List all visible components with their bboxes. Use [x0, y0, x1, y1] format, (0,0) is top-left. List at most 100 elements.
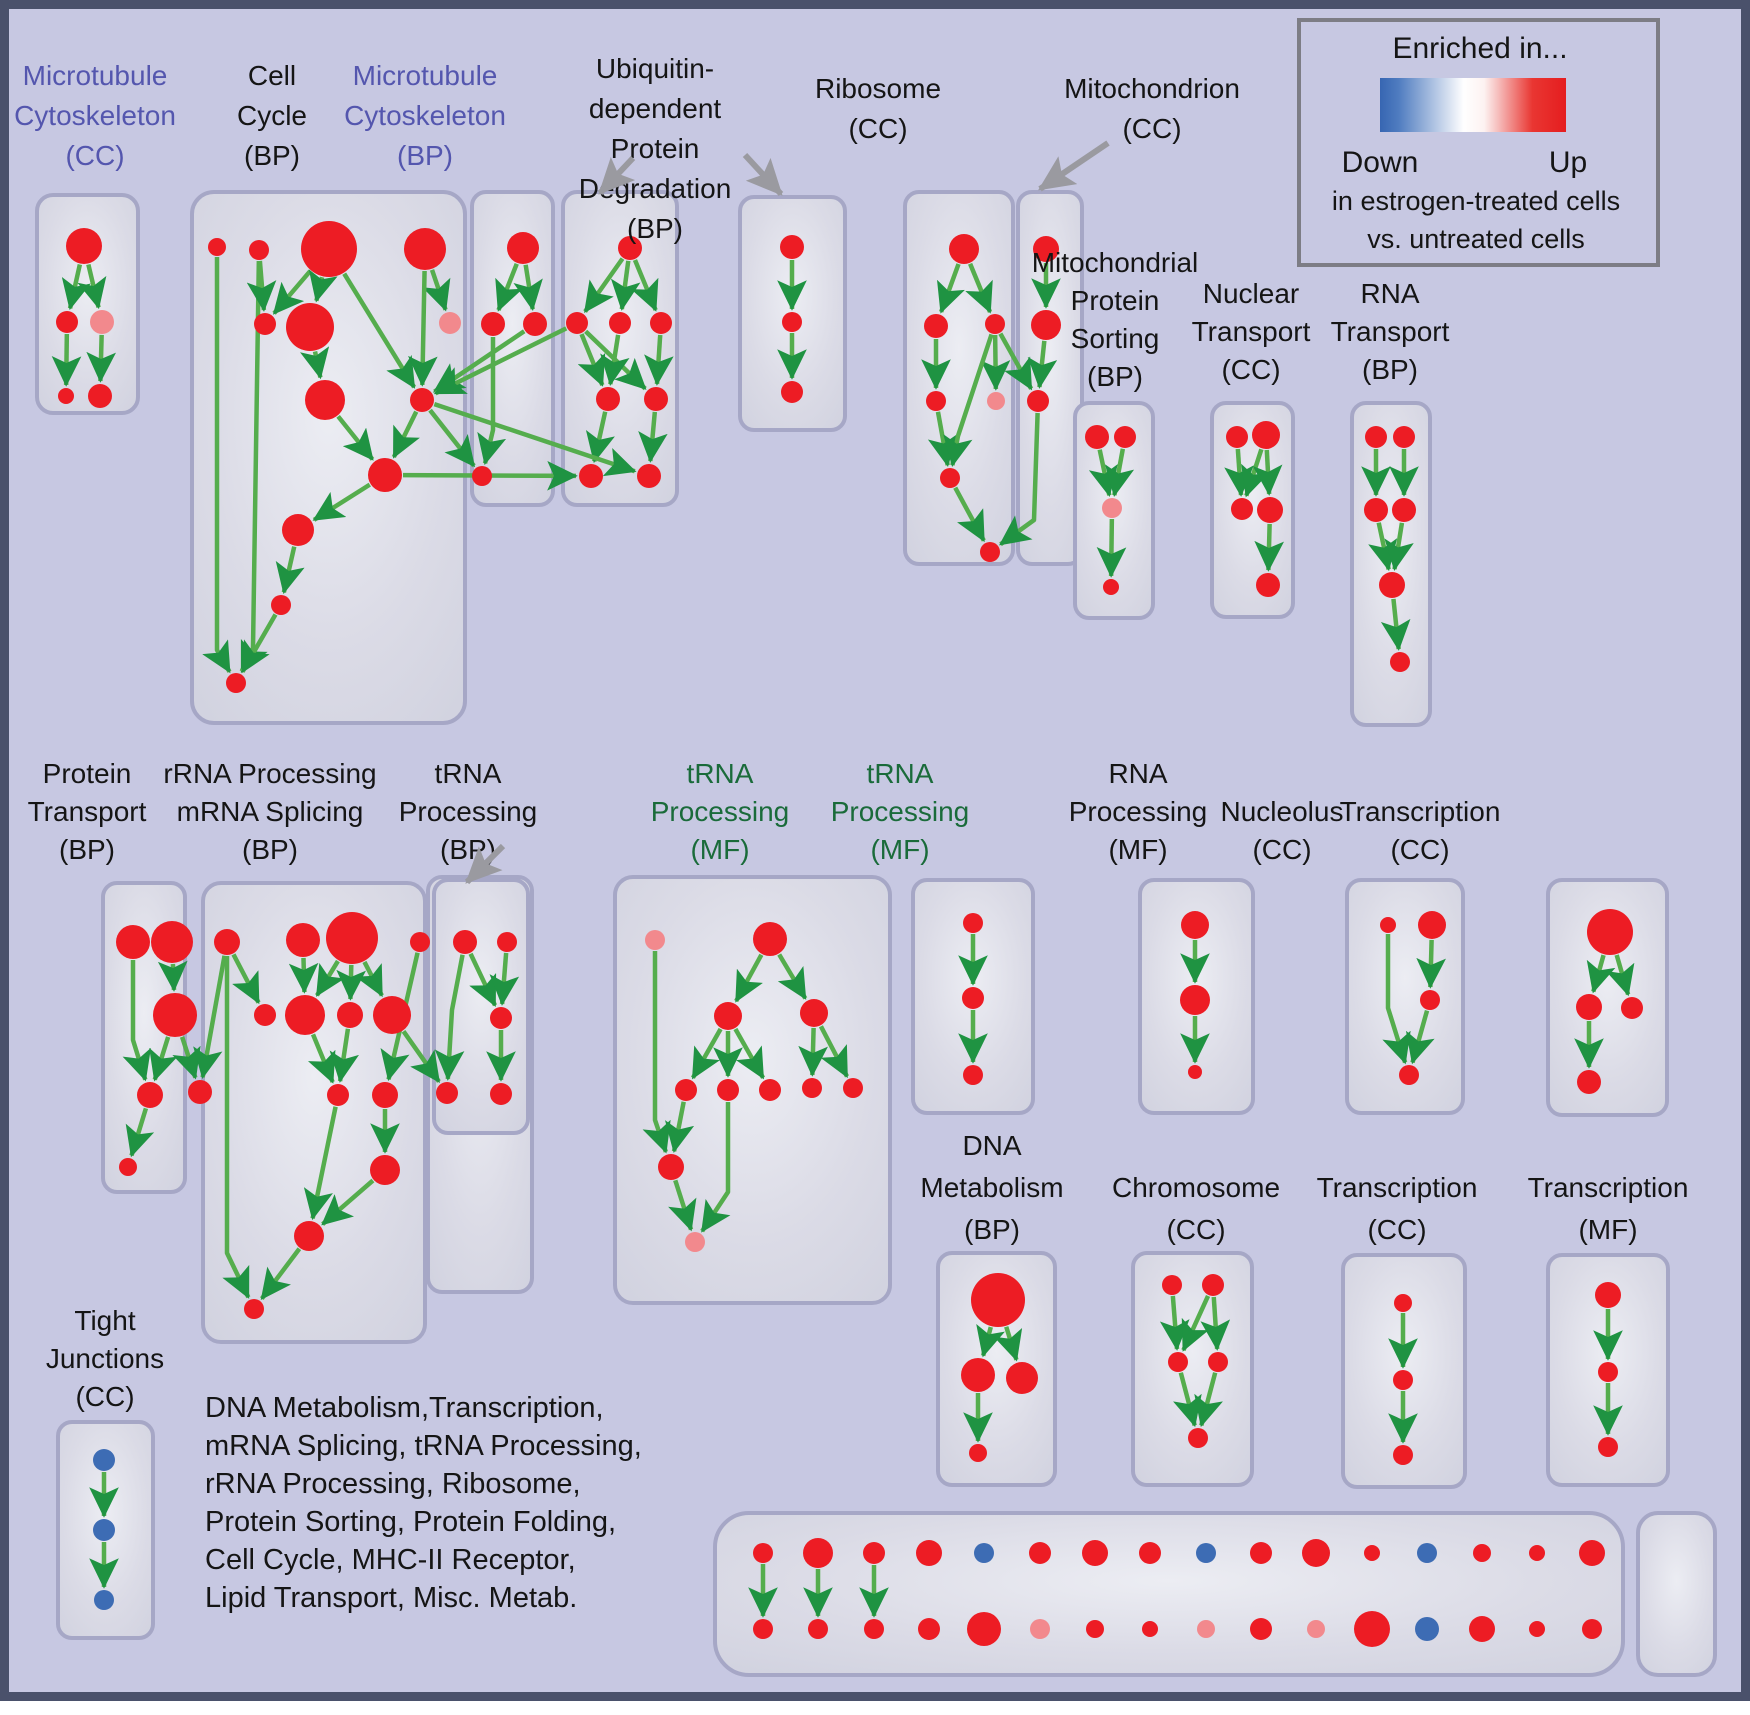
node-m4b — [918, 1618, 940, 1640]
edge-arrow — [600, 334, 630, 386]
edge-arrow — [307, 1033, 336, 1084]
edge-arrow — [577, 333, 606, 387]
node-m4a — [916, 1540, 942, 1566]
edge-arrow — [976, 1324, 1005, 1358]
node-nu3 — [1420, 990, 1440, 1010]
summary-text: DNA Metabolism,Transcription, mRNA Splici… — [205, 1392, 642, 1614]
edge-arrow — [122, 960, 151, 1082]
node-mc3 — [1027, 390, 1049, 412]
node-cc8 — [305, 380, 345, 420]
cluster-label: (CC) — [65, 140, 124, 171]
cluster-label: Transcription — [1317, 1172, 1478, 1203]
edge-arrow — [149, 1036, 178, 1082]
node-ch4 — [1208, 1352, 1228, 1372]
node-mc1 — [1033, 236, 1059, 262]
node-t2a — [1394, 1294, 1412, 1312]
edge-arrow — [231, 953, 261, 1005]
node-cc5 — [254, 313, 276, 335]
node-cc13 — [226, 673, 246, 693]
cluster-label: dependent — [589, 93, 722, 124]
node-rb4 — [926, 391, 946, 411]
node-cc12 — [271, 595, 291, 615]
edge-arrow — [193, 955, 227, 1080]
cluster-label: Processing — [831, 796, 970, 827]
edge-arrow — [1405, 1009, 1435, 1065]
node-ch1 — [1162, 1275, 1182, 1295]
cluster-label: RNA — [1108, 758, 1167, 789]
cluster-box-rna-transport — [1350, 401, 1432, 727]
node-tc1d — [1577, 1070, 1601, 1094]
cluster-label: Ubiquitin- — [596, 53, 714, 84]
node-cc11 — [282, 514, 314, 546]
edge-arrow — [1104, 448, 1135, 497]
node-m7b — [1086, 1620, 1104, 1638]
node-ms2 — [1114, 426, 1136, 448]
cluster-label: Mitochondrion — [1064, 73, 1240, 104]
cluster-label: Transport — [1192, 316, 1311, 347]
cluster-label: Protein — [43, 758, 132, 789]
legend-note-line2: vs. untreated cells — [1367, 224, 1585, 254]
cluster-label: (BP) — [242, 834, 298, 865]
edge-arrow — [937, 263, 965, 314]
edge-arrow — [1254, 523, 1285, 572]
edge-arrow — [1416, 939, 1446, 989]
node-t2b — [1393, 1370, 1413, 1390]
node-mb1 — [507, 232, 539, 264]
edge-arrow — [422, 269, 451, 312]
cluster-label: Nuclear — [1203, 278, 1299, 309]
node-tfb — [1598, 1362, 1618, 1382]
cluster-label: (CC) — [1166, 1214, 1225, 1245]
cluster-label: Protein — [1071, 285, 1160, 316]
edge-arrow — [300, 346, 330, 380]
edge-arrow — [1194, 1372, 1223, 1428]
node-rp1 — [370, 1155, 400, 1185]
edge-arrow — [260, 1247, 302, 1301]
edge-arrow — [668, 1179, 697, 1232]
node-rr4 — [410, 932, 430, 952]
node-ch3 — [1168, 1352, 1188, 1372]
node-mtcc2 — [56, 311, 78, 333]
cluster-label: (BP) — [244, 140, 300, 171]
cluster-box-chromosome — [1131, 1251, 1254, 1487]
node-nt1 — [1226, 426, 1248, 448]
edge-arrow — [86, 334, 117, 383]
node-tj1 — [93, 1449, 115, 1471]
node-m1b — [753, 1619, 773, 1639]
edge-arrow — [222, 956, 251, 1299]
node-rpm1 — [1181, 911, 1209, 939]
node-rr2 — [286, 923, 320, 957]
edge-arrow — [342, 272, 417, 389]
cluster-box-misc-terms-2 — [1636, 1511, 1717, 1677]
node-tm1r2 — [717, 1079, 739, 1101]
node-rt3 — [1364, 498, 1388, 522]
node-m11b — [1307, 1620, 1325, 1638]
edge-arrow — [943, 333, 994, 467]
node-dm3 — [1006, 1362, 1038, 1394]
label-pointer-arrow — [464, 843, 506, 885]
edge-arrow — [638, 411, 668, 463]
cluster-label: (BP) — [397, 140, 453, 171]
node-m8a — [1139, 1542, 1161, 1564]
node-m5b — [967, 1612, 1001, 1646]
node-m8b — [1142, 1621, 1158, 1637]
node-tm1mr — [800, 999, 828, 1027]
node-cc2 — [249, 240, 269, 260]
node-tfa — [1595, 1282, 1621, 1308]
node-mb4 — [472, 466, 492, 486]
summary-line: Lipid Transport, Misc. Metab. — [205, 1582, 577, 1614]
node-tj2 — [93, 1519, 115, 1541]
node-tm1lo — [658, 1154, 684, 1180]
label-pointer-arrow — [1038, 140, 1110, 192]
cluster-label: (CC) — [75, 1381, 134, 1412]
node-m13b — [1415, 1617, 1439, 1641]
node-rm3 — [337, 1002, 363, 1028]
node-tm1r5 — [843, 1078, 863, 1098]
cluster-label: Ribosome — [815, 73, 941, 104]
cluster-label: Junctions — [46, 1343, 164, 1374]
edge-arrow — [1384, 522, 1414, 571]
node-u8 — [637, 464, 661, 488]
cluster-label: Metabolism — [920, 1172, 1063, 1203]
node-nt4 — [1257, 497, 1283, 523]
node-u5 — [596, 387, 620, 411]
cluster-label: (MF) — [870, 834, 929, 865]
